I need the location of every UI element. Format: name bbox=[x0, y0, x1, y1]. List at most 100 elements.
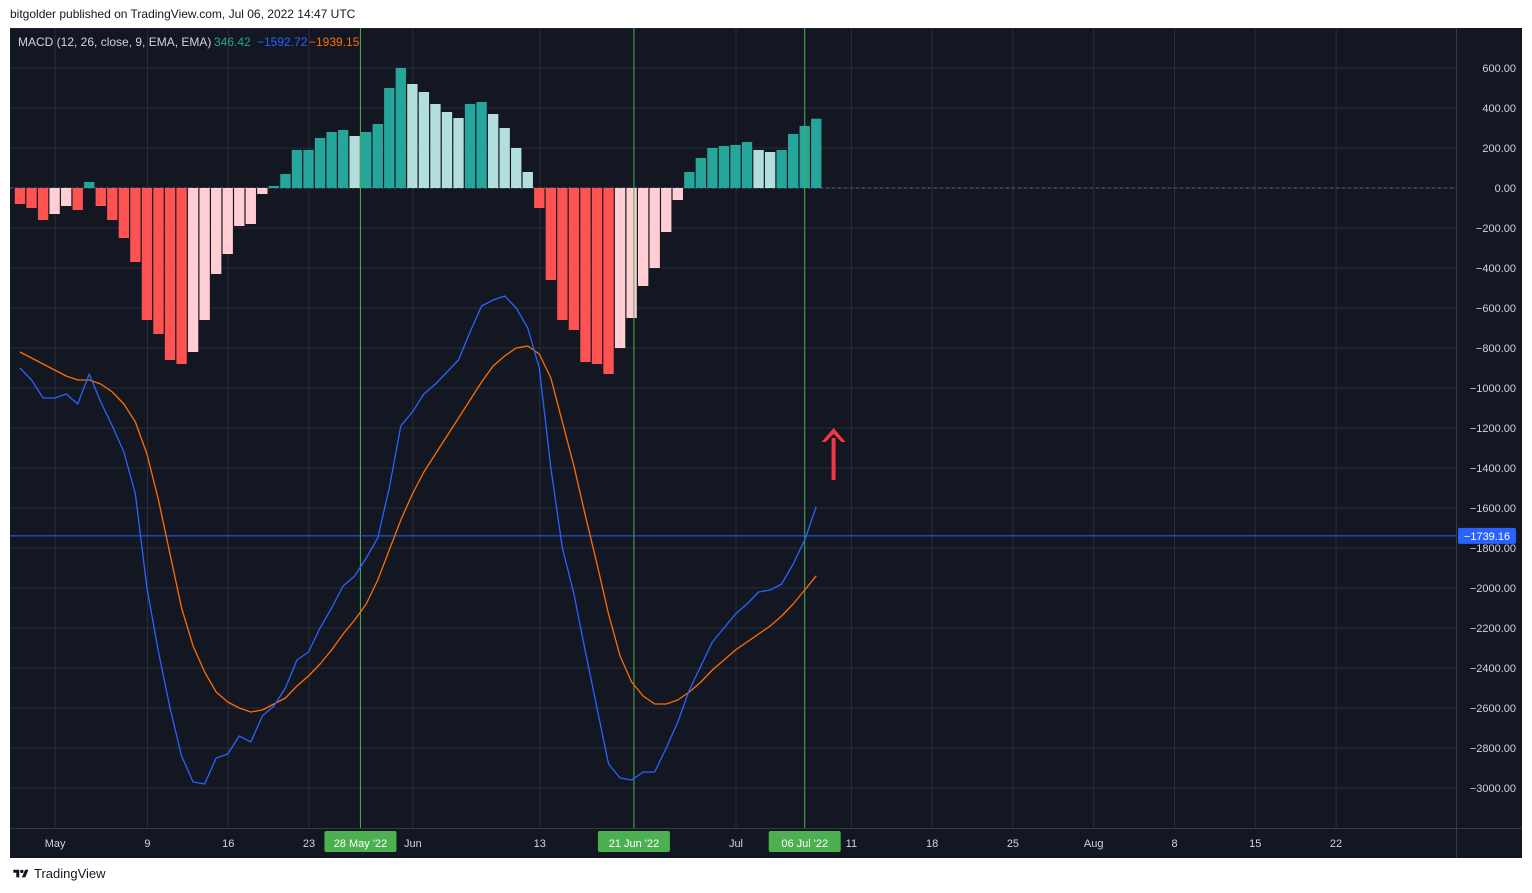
histogram-bar bbox=[234, 188, 245, 226]
histogram-bar bbox=[464, 104, 476, 188]
histogram-bar bbox=[372, 124, 383, 188]
histogram-bar bbox=[280, 174, 291, 188]
histogram-bar bbox=[361, 132, 372, 188]
price-tick-label: 600.00 bbox=[1482, 63, 1516, 75]
histogram-bar bbox=[303, 150, 314, 188]
histogram-bar bbox=[672, 188, 683, 200]
histogram-bar bbox=[60, 188, 72, 206]
price-tick-label: 400.00 bbox=[1482, 103, 1516, 115]
price-tick-label: −1800.00 bbox=[1470, 543, 1516, 555]
histogram-bar bbox=[730, 145, 741, 188]
histogram-bar bbox=[49, 188, 60, 214]
histogram-bar bbox=[268, 186, 280, 188]
histogram-bar bbox=[245, 188, 256, 224]
legend-signal-value: −1939.15 bbox=[309, 35, 360, 49]
marker-date-label: 21 Jun '22 bbox=[609, 838, 659, 850]
histogram-bar bbox=[95, 188, 106, 206]
time-tick-label: May bbox=[45, 838, 66, 850]
tradingview-logo-icon bbox=[13, 869, 29, 877]
histogram-bar bbox=[291, 150, 303, 188]
time-tick-label: 13 bbox=[534, 838, 546, 850]
arrow-head bbox=[821, 428, 846, 442]
histogram-bar bbox=[37, 188, 49, 220]
time-tick-label: 9 bbox=[144, 838, 150, 850]
price-tick-label: 200.00 bbox=[1482, 143, 1516, 155]
price-tick-label: −600.00 bbox=[1476, 303, 1516, 315]
legend-indicator: MACD (12, 26, close, 9, EMA, EMA) bbox=[18, 35, 211, 49]
histogram-bar bbox=[522, 172, 533, 188]
histogram-bar bbox=[26, 188, 37, 208]
histogram-bar bbox=[176, 188, 187, 364]
histogram-bar bbox=[661, 188, 672, 232]
up-arrow-icon bbox=[821, 428, 846, 480]
histogram-bar bbox=[441, 112, 453, 188]
histogram-bar bbox=[314, 138, 326, 188]
price-tick-label: −1200.00 bbox=[1470, 423, 1516, 435]
footer-brand: TradingView bbox=[34, 866, 106, 881]
tradingview-footer[interactable]: TradingView bbox=[12, 866, 106, 881]
histogram-bar bbox=[649, 188, 660, 268]
histogram-bar bbox=[568, 188, 580, 330]
price-tick-label: −2400.00 bbox=[1470, 663, 1516, 675]
histogram-bar bbox=[614, 188, 626, 348]
price-tick-label: −3000.00 bbox=[1470, 783, 1516, 795]
legend-histogram-value: 346.42 bbox=[214, 35, 251, 49]
histogram-bar bbox=[199, 188, 210, 320]
time-tick-label: 16 bbox=[222, 838, 234, 850]
chart-frame[interactable]: 600.00 400.00 200.00 0.00 −200.00 −400.00 −600… bbox=[10, 28, 1522, 858]
histogram-bar bbox=[707, 148, 718, 188]
macd-chart[interactable]: 600.00 400.00 200.00 0.00 −200.00 −400.00 −600… bbox=[10, 28, 1522, 858]
macd-lines bbox=[19, 295, 817, 785]
axis-labels: 600.00 400.00 200.00 0.00 −200.00 −400.00 −600… bbox=[45, 63, 1516, 852]
time-tick-label: 25 bbox=[1007, 838, 1019, 850]
histogram-bar bbox=[407, 84, 418, 188]
macd-line bbox=[19, 295, 817, 785]
histogram-bar bbox=[776, 150, 787, 188]
histogram-bar bbox=[211, 188, 222, 274]
histogram-bar bbox=[753, 150, 764, 188]
histogram-bar bbox=[741, 142, 753, 188]
histogram-bar bbox=[580, 188, 591, 362]
histogram-bar bbox=[499, 128, 510, 188]
indicator-legend[interactable]: MACD (12, 26, close, 9, EMA, EMA) 346.42… bbox=[18, 35, 360, 49]
price-tick-label: −1600.00 bbox=[1470, 503, 1516, 515]
time-tick-label: Aug bbox=[1084, 838, 1104, 850]
histogram-bar bbox=[187, 188, 199, 352]
marker-date-badge bbox=[324, 831, 397, 852]
price-tick-label: −2600.00 bbox=[1470, 703, 1516, 715]
histogram-bar bbox=[384, 88, 395, 188]
time-tick-label: Jun bbox=[404, 838, 422, 850]
histogram-bar bbox=[326, 132, 337, 188]
price-tick-label: −2200.00 bbox=[1470, 623, 1516, 635]
histogram-bar bbox=[476, 102, 487, 188]
histogram-bar bbox=[637, 188, 649, 286]
histogram-bar bbox=[118, 188, 130, 238]
marker-date-label: 28 May '22 bbox=[334, 838, 387, 850]
histogram-bar bbox=[545, 188, 557, 280]
price-tick-label: −2000.00 bbox=[1470, 583, 1516, 595]
histogram-bar bbox=[153, 188, 164, 334]
histogram-bar bbox=[84, 182, 95, 188]
histogram-bar bbox=[14, 188, 26, 204]
histogram-bars bbox=[14, 68, 822, 374]
histogram-bar bbox=[107, 188, 118, 220]
histogram-bar bbox=[430, 104, 441, 188]
histogram-bar bbox=[222, 188, 233, 254]
price-tick-label: −1000.00 bbox=[1470, 383, 1516, 395]
time-tick-label: 18 bbox=[926, 838, 938, 850]
histogram-bar bbox=[141, 188, 153, 320]
level-price-label: −1739.16 bbox=[1464, 531, 1510, 543]
chart-grid bbox=[10, 28, 1456, 828]
marker-date-label: 06 Jul '22 bbox=[781, 838, 828, 850]
histogram-bar bbox=[257, 188, 268, 194]
histogram-bar bbox=[626, 188, 637, 318]
vertical-markers bbox=[359, 28, 806, 828]
level-price-badge bbox=[1458, 527, 1516, 544]
histogram-bar bbox=[453, 118, 464, 188]
axes bbox=[10, 28, 1522, 858]
price-tick-label: −2800.00 bbox=[1470, 743, 1516, 755]
histogram-bar bbox=[684, 172, 695, 188]
histogram-bar bbox=[337, 130, 349, 188]
histogram-bar bbox=[591, 188, 603, 364]
histogram-bar bbox=[72, 188, 83, 210]
